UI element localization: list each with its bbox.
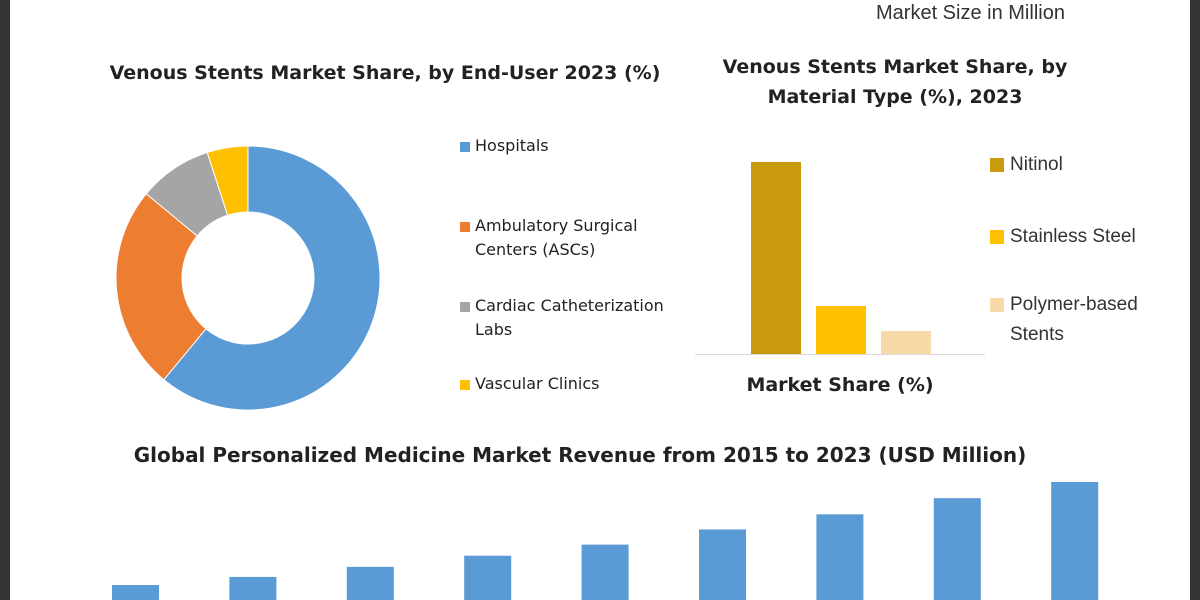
revenue-bar-2016 <box>229 576 277 600</box>
revenue-chart-title: Global Personalized Medicine Market Reve… <box>133 443 1027 467</box>
legend-label-hospitals: Hospitals <box>475 136 549 155</box>
revenue-bar-2017 <box>346 566 394 600</box>
material-x-axis-label: Market Share (%) <box>746 374 934 396</box>
donut-slice-vascular-clinics <box>206 145 249 216</box>
market-size-note: Market Size in Million <box>876 2 1065 24</box>
legend-item-cath-labs: Cardiac Catheterization Labs <box>460 294 690 342</box>
revenue-bar-2021 <box>816 514 864 600</box>
revenue-bar-2023 <box>1051 482 1099 600</box>
legend-swatch-hospitals <box>460 142 470 152</box>
legend-item-hospitals: Hospitals <box>460 134 690 158</box>
legend-label-vascular-clinics: Vascular Clinics <box>475 374 600 393</box>
legend-swatch-cath-labs <box>460 302 470 312</box>
legend-label-nitinol: Nitinol <box>1010 154 1063 175</box>
revenue-bar-2022 <box>933 498 981 600</box>
revenue-bar-2018 <box>464 555 512 600</box>
revenue-bar-2015 <box>112 585 159 600</box>
legend-label-cath-labs: Cardiac Catheterization Labs <box>475 296 664 339</box>
left-edge <box>0 0 10 600</box>
legend-item-vascular-clinics: Vascular Clinics <box>460 372 690 396</box>
legend-item-ascs: Ambulatory Surgical Centers (ASCs) <box>460 214 690 262</box>
legend-swatch-ascs <box>460 222 470 232</box>
legend-item-nitinol: Nitinol <box>990 150 1180 180</box>
legend-item-stainless-steel: Stainless Steel <box>990 222 1180 252</box>
legend-label-ascs: Ambulatory Surgical Centers (ASCs) <box>475 216 638 259</box>
material-bar-stainless-steel <box>816 306 866 354</box>
revenue-bar-2020 <box>699 529 746 600</box>
legend-swatch-stainless-steel <box>990 230 1004 244</box>
legend-label-polymer: Polymer-based Stents <box>1010 294 1138 345</box>
material-bar-polymer <box>881 330 931 354</box>
material-chart-title: Venous Stents Market Share, by Material … <box>722 56 1068 108</box>
donut-chart-title: Venous Stents Market Share, by End-User … <box>109 62 661 84</box>
legend-swatch-nitinol <box>990 158 1004 172</box>
legend-label-stainless-steel: Stainless Steel <box>1010 226 1136 247</box>
legend-swatch-polymer <box>990 298 1004 312</box>
legend-item-polymer: Polymer-based Stents <box>990 290 1180 350</box>
revenue-bar-2019 <box>581 544 629 600</box>
right-edge <box>1190 0 1200 600</box>
legend-swatch-vascular-clinics <box>460 380 470 390</box>
donut-slice-hospitals <box>163 145 381 411</box>
material-bar-nitinol <box>751 162 801 354</box>
donut-slice-ascs <box>115 193 207 381</box>
